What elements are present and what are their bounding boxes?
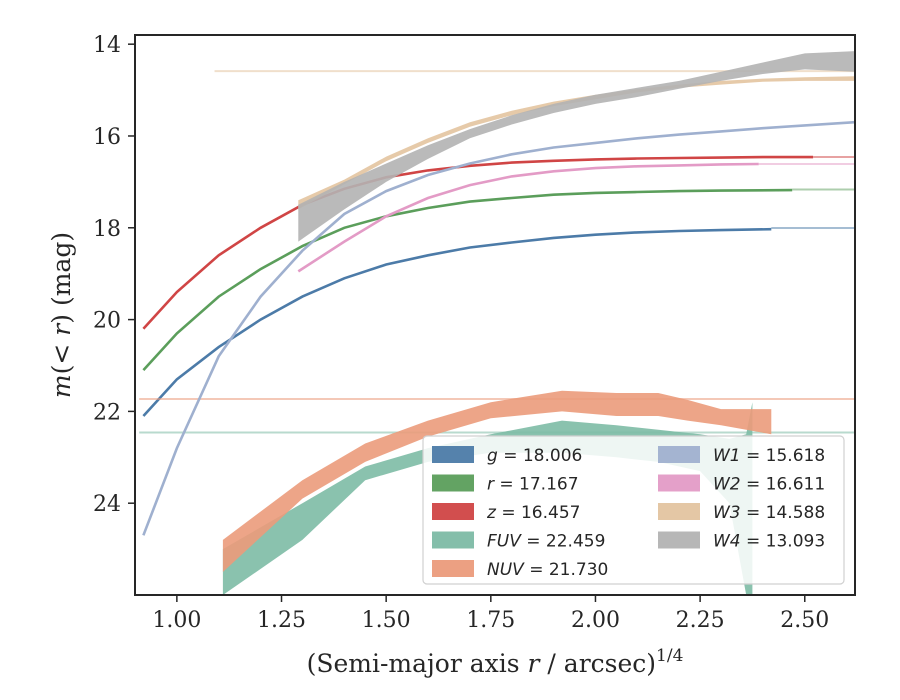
legend-label: W4 = 13.093 [713, 532, 825, 552]
legend-label: g = 18.006 [487, 446, 582, 466]
x-tick-label: 1.75 [466, 608, 515, 633]
series-4 [139, 390, 855, 572]
x-tick-label: 1.25 [257, 608, 306, 633]
x-tick-label: 1.00 [152, 608, 201, 633]
legend-label: NUV = 21.730 [487, 560, 608, 580]
series-line [142, 188, 793, 371]
plot-frame [134, 34, 856, 596]
series-1 [142, 188, 855, 371]
series-6 [297, 162, 855, 273]
y-tick-label: 18 [93, 217, 121, 242]
legend-swatch [432, 446, 474, 463]
series-line [142, 155, 814, 330]
x-axis-label: (Semi-major axis r / arcsec)1/4 [307, 646, 684, 678]
legend-swatch [658, 531, 700, 549]
x-tick-label: 2.50 [780, 608, 829, 633]
legend-frame [422, 435, 845, 585]
ticks-layer: 1.00 1.25 1.50 1.75 2.00 2.25 2.50 14 16 18 20 22 24 [93, 33, 829, 633]
legend-label: W2 = 16.611 [713, 475, 825, 495]
y-tick-label: 20 [93, 309, 121, 334]
y-tick-label: 16 [93, 125, 121, 150]
series-0 [142, 227, 855, 417]
series-line [142, 227, 772, 417]
legend-swatch [658, 446, 700, 463]
legend-swatch [432, 531, 474, 549]
series-line [142, 120, 855, 536]
x-tick-label: 2.00 [571, 608, 620, 633]
legend-label: W3 = 14.588 [713, 503, 825, 523]
y-tick-label: 22 [93, 400, 121, 425]
series-5 [142, 120, 855, 536]
y-tick-label: 14 [93, 33, 121, 58]
series-band [222, 390, 772, 572]
legend: g = 18.006 r = 17.167 z = 16.457 FUV = 22.4… [422, 435, 845, 585]
series-2 [142, 155, 855, 330]
y-axis-label: m(< r) (mag) [47, 232, 76, 398]
series-line [297, 162, 759, 273]
legend-label: FUV = 22.459 [487, 532, 605, 552]
legend-swatch [432, 503, 474, 520]
legend-swatch [432, 474, 474, 492]
legend-label: r = 17.167 [487, 475, 579, 495]
legend-label: z = 16.457 [486, 503, 580, 523]
legend-label: W1 = 15.618 [713, 446, 825, 466]
y-tick-label: 24 [93, 492, 121, 517]
legend-swatch [658, 474, 700, 492]
x-tick-label: 2.25 [676, 608, 725, 633]
legend-swatch [658, 503, 700, 520]
legend-swatch [432, 560, 474, 577]
x-tick-label: 1.50 [362, 608, 411, 633]
